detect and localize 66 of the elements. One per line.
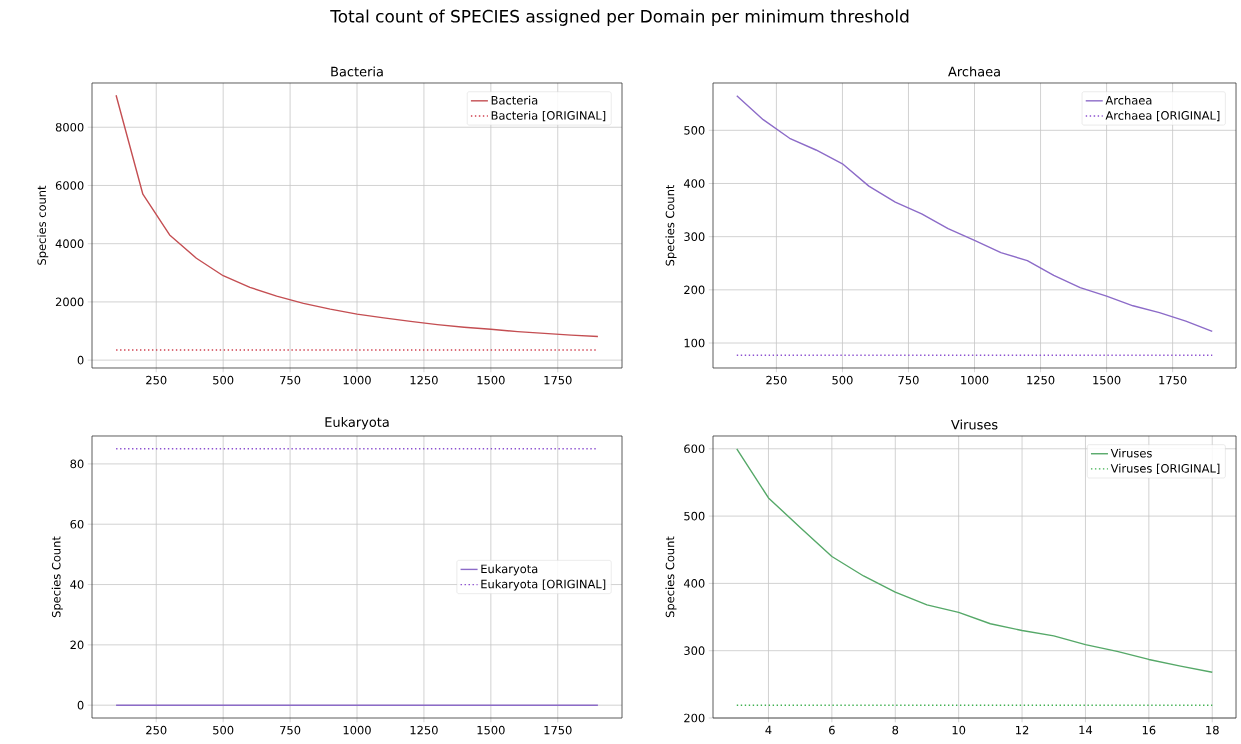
x-tick-label: 1500 bbox=[1093, 375, 1121, 385]
y-tick-label: 4000 bbox=[55, 239, 84, 249]
x-tick-label: 1000 bbox=[343, 725, 371, 735]
y-tick-label: 600 bbox=[684, 444, 705, 454]
y-tick-label: 300 bbox=[684, 646, 705, 656]
x-tick-label: 1250 bbox=[410, 375, 438, 385]
legend-label: Bacteria [ORIGINAL] bbox=[491, 110, 606, 122]
legend-label: Archaea bbox=[1105, 95, 1152, 105]
legend-label: Eukaryota [ORIGINAL] bbox=[481, 579, 606, 591]
x-tick-label: 8 bbox=[892, 725, 899, 735]
y-tick-label: 80 bbox=[70, 459, 84, 469]
y-tick-label: 200 bbox=[684, 285, 705, 295]
x-tick-label: 250 bbox=[146, 725, 167, 735]
chart-title: Viruses bbox=[951, 419, 998, 430]
y-axis-title: Species Count bbox=[665, 184, 677, 266]
y-tick-label: 6000 bbox=[55, 181, 84, 190]
x-tick-label: 10 bbox=[952, 725, 966, 735]
x-tick-label: 6 bbox=[829, 725, 835, 735]
text: Total count of SPECIES assigned per Domain per minimum threshold bbox=[330, 9, 909, 26]
y-tick-label: 0 bbox=[77, 355, 84, 365]
legend-label: Viruses bbox=[1110, 448, 1152, 458]
x-tick-label: 1500 bbox=[477, 725, 505, 735]
legend-label: Eukaryota bbox=[481, 564, 538, 576]
x-tick-label: 1000 bbox=[961, 375, 989, 385]
chart-title: Bacteria bbox=[331, 66, 383, 77]
x-tick-label: 250 bbox=[146, 375, 167, 385]
chart-title: Archaea bbox=[948, 66, 1000, 77]
x-tick-label: 750 bbox=[280, 375, 301, 385]
y-tick-label: 400 bbox=[683, 579, 705, 588]
x-tick-label: 1250 bbox=[1027, 375, 1055, 385]
x-tick-label: 500 bbox=[213, 375, 234, 385]
y-tick-label: 500 bbox=[684, 125, 705, 135]
y-tick-label: 200 bbox=[684, 713, 705, 723]
x-tick-label: 1750 bbox=[544, 375, 572, 385]
x-tick-label: 250 bbox=[766, 375, 787, 385]
x-tick-label: 14 bbox=[1079, 725, 1093, 735]
y-axis-title: Species Count bbox=[665, 536, 677, 618]
y-axis-title: Species Count bbox=[51, 536, 63, 618]
x-tick-label: 1000 bbox=[343, 375, 371, 385]
y-tick-label: 100 bbox=[684, 338, 705, 348]
legend-label: Bacteria bbox=[491, 95, 538, 105]
x-tick-label: 18 bbox=[1206, 725, 1219, 735]
x-tick-label: 500 bbox=[832, 375, 853, 385]
x-tick-label: 1250 bbox=[410, 725, 438, 735]
y-tick-label: 8000 bbox=[55, 122, 84, 132]
legend-label: Archaea [ORIGINAL] bbox=[1105, 110, 1220, 122]
x-tick-label: 500 bbox=[213, 725, 234, 735]
y-axis-title: Species count bbox=[37, 185, 49, 265]
x-tick-label: 750 bbox=[280, 725, 301, 735]
y-tick-label: 300 bbox=[684, 232, 705, 241]
legend-label: Viruses [ORIGINAL] bbox=[1110, 463, 1220, 475]
x-tick-label: 1750 bbox=[1159, 375, 1187, 385]
y-tick-label: 2000 bbox=[55, 297, 84, 307]
x-tick-label: 16 bbox=[1142, 725, 1156, 735]
y-tick-label: 60 bbox=[70, 519, 84, 529]
x-tick-label: 1750 bbox=[544, 725, 572, 735]
x-tick-label: 1500 bbox=[477, 375, 505, 385]
x-tick-label: 750 bbox=[898, 375, 919, 385]
y-tick-label: 0 bbox=[77, 700, 84, 710]
y-tick-label: 400 bbox=[683, 179, 705, 188]
x-tick-label: 4 bbox=[765, 725, 772, 735]
y-tick-label: 20 bbox=[70, 640, 84, 650]
y-tick-label: 500 bbox=[684, 511, 705, 521]
x-tick-label: 12 bbox=[1016, 725, 1029, 735]
y-tick-label: 40 bbox=[70, 580, 84, 589]
chart-title: Eukaryota bbox=[325, 416, 389, 430]
